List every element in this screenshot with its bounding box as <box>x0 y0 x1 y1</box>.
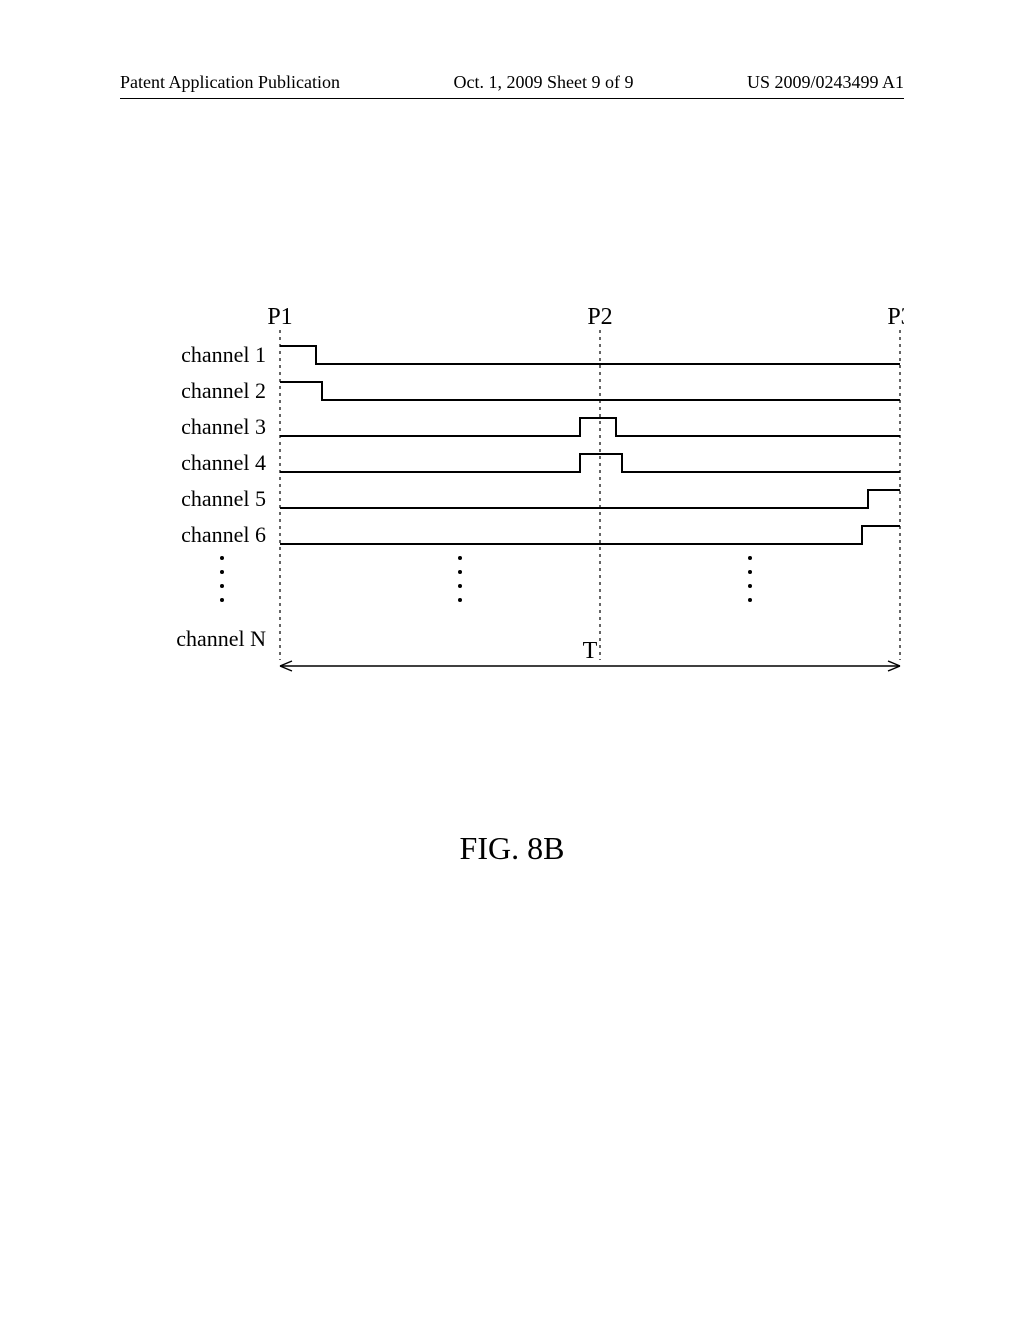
page-header: Patent Application Publication Oct. 1, 2… <box>0 72 1024 93</box>
marker-label: P1 <box>267 304 292 330</box>
marker-label: P2 <box>587 304 612 330</box>
channel-waveform <box>280 346 900 364</box>
channel-label: channel 5 <box>181 486 266 511</box>
channel-label: channel 4 <box>181 450 266 475</box>
ellipsis-dot <box>748 570 752 574</box>
period-label: T <box>583 638 598 664</box>
channel-waveform <box>280 526 900 544</box>
header-rule <box>120 98 904 99</box>
header-center: Oct. 1, 2009 Sheet 9 of 9 <box>453 72 633 93</box>
figure-caption: FIG. 8B <box>0 830 1024 867</box>
channel-label: channel 6 <box>181 522 266 547</box>
ellipsis-dot <box>748 598 752 602</box>
header-right: US 2009/0243499 A1 <box>747 72 904 93</box>
page: Patent Application Publication Oct. 1, 2… <box>0 0 1024 1320</box>
channel-label: channel 2 <box>181 378 266 403</box>
channel-label: channel 3 <box>181 414 266 439</box>
channel-waveform <box>280 490 900 508</box>
channel-n-label: channel N <box>176 626 266 651</box>
ellipsis-dot <box>458 556 462 560</box>
channel-label: channel 1 <box>181 342 266 367</box>
ellipsis-dot <box>220 584 224 588</box>
timing-diagram: P1 P2 P3 channel 1 channel 2 channel 3 channel… <box>120 300 904 780</box>
ellipsis-dot <box>458 598 462 602</box>
ellipsis-dot <box>748 556 752 560</box>
header-left: Patent Application Publication <box>120 72 340 93</box>
ellipsis-dot <box>458 584 462 588</box>
ellipsis-dot <box>748 584 752 588</box>
channel-waveform <box>280 382 900 400</box>
ellipsis-dot <box>220 598 224 602</box>
channel-waveform <box>280 418 900 436</box>
marker-label: P3 <box>887 304 904 330</box>
timing-svg: P1 P2 P3 channel 1 channel 2 channel 3 channel… <box>120 300 904 780</box>
ellipsis-dot <box>458 570 462 574</box>
channel-waveform <box>280 454 900 472</box>
ellipsis-dot <box>220 570 224 574</box>
ellipsis-dot <box>220 556 224 560</box>
